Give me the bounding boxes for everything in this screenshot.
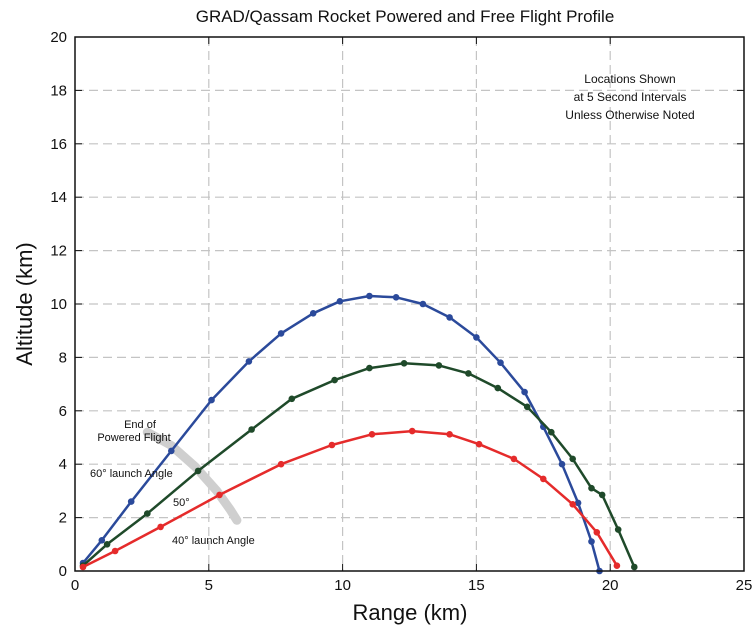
data-point-50deg: [569, 455, 576, 463]
powered-flight-end-curve: [142, 427, 242, 525]
data-point-60deg: [558, 460, 566, 468]
x-tick-label: 10: [334, 577, 351, 594]
data-point-60deg: [127, 498, 135, 505]
y-tick-label: 10: [50, 296, 67, 313]
data-point-50deg: [331, 376, 338, 384]
series-40deg: [79, 427, 621, 571]
data-point-40deg: [328, 441, 336, 449]
data-point-60deg: [366, 292, 373, 300]
data-point-60deg: [419, 300, 427, 308]
data-point-50deg: [465, 370, 472, 377]
chart-title: GRAD/Qassam Rocket Powered and Free Flig…: [196, 7, 615, 26]
series-60deg: [79, 292, 603, 575]
data-point-40deg: [368, 431, 376, 438]
angle-40-label: 40° launch Angle: [172, 535, 255, 547]
y-tick-label: 6: [59, 403, 67, 420]
data-point-40deg: [446, 431, 453, 438]
y-tick-label: 14: [50, 189, 67, 206]
data-point-50deg: [631, 563, 638, 571]
data-point-50deg: [366, 364, 373, 372]
y-tick-label: 8: [59, 349, 67, 366]
data-point-50deg: [400, 360, 408, 367]
data-point-40deg: [613, 562, 621, 569]
series-50deg: [79, 360, 638, 571]
data-point-50deg: [598, 491, 606, 499]
x-tick-label: 20: [602, 577, 619, 594]
data-point-60deg: [277, 330, 285, 337]
note-line-2: at 5 Second Intervals: [574, 90, 687, 104]
x-axis-title: Range (km): [353, 600, 468, 625]
data-point-50deg: [435, 362, 443, 369]
data-point-40deg: [79, 563, 87, 571]
data-point-60deg: [168, 447, 175, 455]
data-point-60deg: [245, 358, 253, 365]
data-point-40deg: [216, 491, 223, 499]
data-point-60deg: [392, 294, 400, 301]
data-point-40deg: [593, 529, 601, 536]
data-point-60deg: [309, 310, 317, 317]
data-point-60deg: [473, 334, 480, 341]
angle-50-label: 50°: [173, 497, 190, 509]
data-point-60deg: [497, 359, 504, 367]
x-tick-label: 25: [736, 577, 753, 594]
data-point-50deg: [288, 395, 296, 403]
data-point-50deg: [194, 467, 202, 475]
y-tick-label: 18: [50, 82, 67, 99]
y-tick-label: 0: [59, 563, 67, 580]
series-line-50deg: [82, 362, 636, 568]
series-group: [79, 292, 638, 575]
y-tick-label: 4: [59, 456, 67, 473]
data-point-60deg: [336, 298, 344, 305]
data-point-40deg: [408, 427, 416, 435]
data-point-40deg: [157, 523, 164, 531]
data-point-50deg: [248, 426, 255, 433]
note-line-1: Locations Shown: [584, 72, 675, 86]
angle-60-label: 60° launch Angle: [90, 468, 173, 480]
y-tick-label: 12: [50, 243, 67, 260]
y-tick-label: 20: [50, 29, 67, 46]
end-powered-label-1: End of: [124, 419, 157, 431]
data-point-50deg: [144, 510, 151, 517]
grid: [75, 37, 744, 571]
note-line-3: Unless Otherwise Noted: [565, 108, 694, 122]
data-point-40deg: [569, 501, 576, 508]
powered-flight-end-band: [142, 427, 242, 525]
data-point-60deg: [446, 314, 453, 321]
data-point-40deg: [111, 547, 119, 555]
y-tick-label: 2: [59, 510, 67, 527]
data-point-50deg: [523, 403, 531, 411]
data-point-60deg: [208, 396, 215, 404]
data-point-50deg: [548, 428, 555, 436]
data-point-60deg: [588, 538, 595, 545]
data-point-60deg: [98, 537, 106, 544]
data-point-40deg: [540, 475, 547, 483]
axis-ticks: 0 5 10 15 20 25 0 2 4 6 8 10 12 14 16 18 20: [50, 29, 752, 594]
data-point-50deg: [588, 484, 595, 492]
x-tick-label: 0: [71, 577, 79, 594]
data-point-50deg: [614, 526, 622, 533]
y-axis-title: Altitude (km): [12, 242, 37, 365]
data-point-60deg: [521, 388, 528, 396]
data-point-60deg: [574, 499, 582, 507]
end-powered-label-2: Powered Flight: [97, 432, 170, 444]
data-point-50deg: [494, 384, 502, 392]
y-tick-label: 16: [50, 136, 67, 153]
data-point-40deg: [510, 455, 518, 463]
data-point-40deg: [475, 440, 483, 448]
data-point-40deg: [277, 460, 285, 468]
data-point-50deg: [103, 541, 111, 548]
x-tick-label: 5: [205, 577, 213, 594]
x-tick-label: 15: [468, 577, 485, 594]
